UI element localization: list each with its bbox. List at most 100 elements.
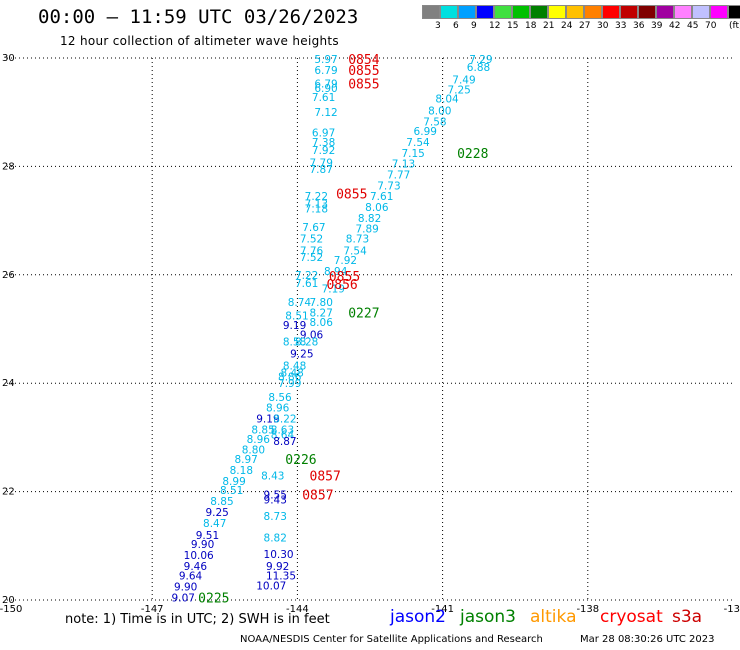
swh-value: 7.12	[314, 107, 337, 119]
colorbar-unit: (ft)	[729, 21, 740, 31]
swh-value: 8.97	[234, 454, 257, 466]
swh-value: 7.22	[305, 191, 328, 203]
colorbar-label: 30	[597, 21, 609, 31]
colorbar-swatch	[710, 5, 728, 19]
swh-value: 6.90	[314, 83, 337, 95]
swh-value: 7.15	[401, 148, 424, 160]
swh-value: 5.97	[314, 54, 337, 66]
x-tick-label: -147	[141, 604, 164, 615]
swh-value: 8.82	[358, 213, 381, 225]
colorbar-label: 45	[687, 21, 699, 31]
swh-value: 8.64	[271, 430, 295, 442]
colorbar-swatch	[530, 5, 548, 19]
x-tick-label: -141	[431, 604, 454, 615]
swh-value: 7.61	[370, 191, 393, 203]
swh-value: 8.00	[428, 106, 451, 118]
colorbar-label: 42	[669, 21, 681, 31]
swh-value: 6.99	[414, 126, 437, 138]
colorbar-swatch	[602, 5, 620, 19]
swh-value: 8.47	[203, 518, 226, 530]
swh-value: 7.13	[305, 198, 328, 210]
pass-time-label: 0855	[348, 64, 379, 79]
colorbar-swatch	[566, 5, 584, 19]
pass-time-label: 0857	[310, 469, 341, 484]
swh-value: 7.54	[406, 137, 430, 149]
swh-value: 8.48	[280, 367, 303, 379]
swh-value: 11.35	[266, 571, 296, 583]
swh-value: 7.77	[387, 170, 410, 182]
pass-time-label: 0854	[348, 53, 379, 68]
satellite-label-jason3: jason3	[460, 607, 516, 627]
swh-value: 9.92	[266, 561, 289, 573]
swh-value: 8.99	[222, 476, 245, 488]
colorbar-swatch	[620, 5, 638, 19]
swh-value: 9.07	[172, 592, 195, 604]
swh-value: 6.97	[312, 127, 335, 139]
swh-value: 10.07	[256, 580, 286, 592]
swh-value: 10.06	[184, 550, 214, 562]
swh-value: 7.25	[447, 84, 470, 96]
swh-value: 9.25	[205, 507, 228, 519]
x-tick-label: -150	[0, 604, 22, 615]
swh-value: 10.30	[264, 549, 294, 561]
swh-value: 7.87	[310, 164, 333, 176]
swh-value: 7.13	[392, 159, 415, 171]
y-tick-label: 20	[2, 595, 15, 606]
swh-value: 7.67	[302, 222, 325, 234]
colorbar-swatch	[692, 5, 710, 19]
swh-value: 7.61	[295, 278, 318, 290]
colorbar-label: 15	[507, 21, 519, 31]
page-title: 00:00 – 11:59 UTC 03/26/2023	[38, 6, 359, 28]
swh-value: 8.28	[295, 336, 318, 348]
colorbar-swatch	[656, 5, 674, 19]
swh-value: 8.73	[346, 233, 369, 245]
swh-value: 8.85	[210, 496, 233, 508]
colorbar-swatch	[674, 5, 692, 19]
colorbar-swatch	[476, 5, 494, 19]
colorbar-swatch	[548, 5, 566, 19]
swh-value: 9.55	[264, 489, 287, 501]
colorbar-swatch	[458, 5, 476, 19]
colorbar-label: 9	[471, 21, 477, 31]
pass-time-label: 0227	[348, 307, 379, 322]
swh-value: 8.94	[324, 266, 348, 278]
colorbar-label: 27	[579, 21, 591, 31]
footer-credit: NOAA/NESDIS Center for Satellite Applica…	[240, 634, 543, 645]
swh-value: 7.73	[377, 180, 400, 192]
swh-value: 9.46	[184, 561, 208, 573]
swh-value: 8.63	[271, 424, 294, 436]
satellite-label-s3a: s3a	[672, 607, 703, 627]
swh-value: 6.79	[314, 65, 337, 77]
swh-value: 7.54	[343, 245, 367, 257]
swh-value: 9.43	[264, 495, 287, 507]
swh-value: 7.79	[310, 158, 333, 170]
map-grid	[7, 57, 733, 601]
colorbar-swatch	[728, 5, 740, 19]
y-tick-label: 30	[2, 53, 15, 64]
swh-value: 8.18	[230, 465, 253, 477]
colorbar-label: 3	[435, 21, 441, 31]
pass-time-label: 0225	[198, 591, 229, 606]
swh-value: 9.90	[191, 539, 214, 551]
swh-value: 6.79	[314, 78, 337, 90]
colorbar-swatch	[512, 5, 530, 19]
swh-value: 8.96	[266, 403, 290, 415]
swh-value: 7.29	[469, 54, 492, 66]
swh-value: 7.18	[305, 204, 328, 216]
colorbar-label: 70	[705, 21, 717, 31]
colorbar-swatch	[638, 5, 656, 19]
colorbar-swatch	[422, 5, 440, 19]
swh-value: 8.56	[268, 392, 292, 404]
colorbar-label: 18	[525, 21, 537, 31]
swh-value: 8.04	[435, 94, 459, 106]
y-tick-label: 28	[2, 161, 15, 172]
swh-points: 5.976.796.796.907.617.126.977.387.927.79…	[172, 54, 493, 604]
colorbar-swatch	[584, 5, 602, 19]
swh-value: 8.58	[283, 336, 306, 348]
swh-value: 9.90	[174, 581, 197, 593]
swh-value: 7.49	[452, 75, 475, 87]
colorbar-swatch	[494, 5, 512, 19]
swh-value: 8.87	[273, 436, 296, 448]
swh-value: 7.38	[312, 137, 335, 149]
